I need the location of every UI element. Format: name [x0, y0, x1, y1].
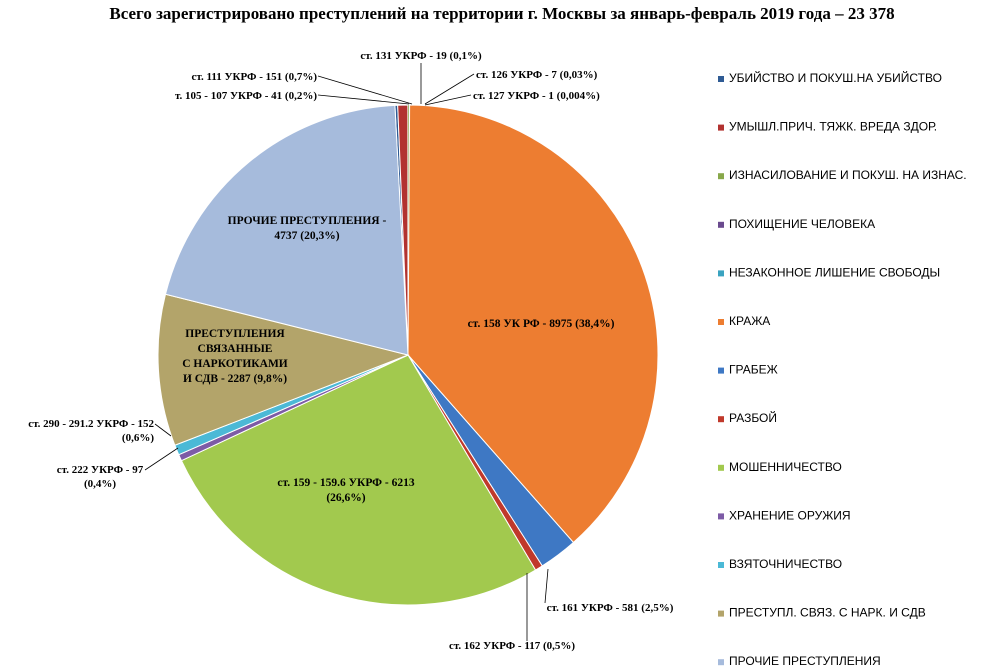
legend-swatch [718, 221, 724, 228]
leader-line [544, 568, 549, 604]
legend-swatch [718, 173, 724, 180]
legend-label: НЕЗАКОННОЕ ЛИШЕНИЕ СВОБОДЫ [729, 265, 940, 279]
slice-label: ст. 127 УКРФ - 1 (0,004%) [473, 90, 600, 102]
slice-label: ст. 162 УКРФ - 117 (0,5%) [449, 640, 575, 652]
slice-label: ст. 131 УКРФ - 19 (0,1%) [360, 50, 482, 62]
chart-title: Всего зарегистрировано преступлений на т… [109, 4, 895, 23]
leader-line [424, 73, 475, 105]
legend-label: ПРЕСТУПЛ. СВЯЗ. С НАРК. И СДВ [729, 606, 926, 620]
leader-line [424, 94, 472, 106]
pie-slice [164, 104, 409, 356]
slice-label: ст. 290 - 291.2 УКРФ - 152 (0,6%) [28, 418, 154, 444]
legend-swatch [718, 124, 724, 131]
slice-label: ст. 111 УКРФ - 151 (0,7%) [191, 71, 317, 83]
legend-swatch [718, 659, 724, 666]
slice-label: т. 105 - 107 УКРФ - 41 (0,2%) [175, 90, 317, 102]
legend-label: УМЫШЛ.ПРИЧ. ТЯЖК. ВРЕДА ЗДОР. [729, 120, 937, 134]
legend-swatch [718, 562, 724, 568]
legend-label: ХРАНЕНИЕ ОРУЖИЯ [729, 508, 851, 522]
legend-swatch [718, 76, 724, 82]
legend-swatch [718, 319, 724, 325]
slice-label: ст. 159 - 159.6 УКРФ - 6213 (26,6%) [277, 477, 415, 504]
legend-label: ИЗНАСИЛОВАНИЕ И ПОКУШ. НА ИЗНАС. [729, 168, 967, 182]
pie-slice [180, 354, 537, 606]
slice-label: ст. 126 УКРФ - 7 (0,03%) [476, 69, 598, 81]
legend-swatch [718, 367, 724, 374]
leader-line [144, 447, 179, 471]
legend-swatch [718, 464, 724, 471]
legend-label: ВЗЯТОЧНИЧЕСТВО [729, 557, 842, 571]
legend-label: МОШЕННИЧЕСТВО [729, 460, 842, 474]
slice-label: ст. 161 УКРФ - 581 (2,5%) [547, 602, 674, 614]
slice-label: ПРОЧИЕ ПРЕСТУПЛЕНИЯ -4737 (20,3%) [228, 215, 387, 242]
slice-label: ст. 222 УКРФ - 97 (0,4%) [57, 464, 144, 490]
legend-label: ГРАБЕЖ [729, 363, 778, 377]
legend-label: УБИЙСТВО И ПОКУШ.НА УБИЙСТВО [729, 70, 942, 85]
pie-slice [407, 104, 659, 544]
leader-line [317, 75, 413, 105]
legend-swatch [718, 513, 724, 520]
legend-label: РАЗБОЙ [729, 410, 777, 425]
leader-line [317, 94, 410, 105]
legend-swatch [718, 270, 724, 277]
legend-label: КРАЖА [729, 314, 770, 328]
pie-slice [157, 293, 410, 446]
legend-swatch [718, 610, 724, 617]
legend-swatch [718, 416, 724, 423]
slice-label: ст. 158 УК РФ - 8975 (38,4%) [468, 318, 615, 330]
legend-label: ПРОЧИЕ ПРЕСТУПЛЕНИЯ [729, 654, 881, 668]
leader-line [154, 423, 172, 437]
slice-label: ПРЕСТУПЛЕНИЯ СВЯЗАННЫЕ С НАРКОТИКАМИ И СДВ … [182, 328, 288, 385]
legend-label: ПОХИЩЕНИЕ ЧЕЛОВЕКА [729, 217, 875, 231]
